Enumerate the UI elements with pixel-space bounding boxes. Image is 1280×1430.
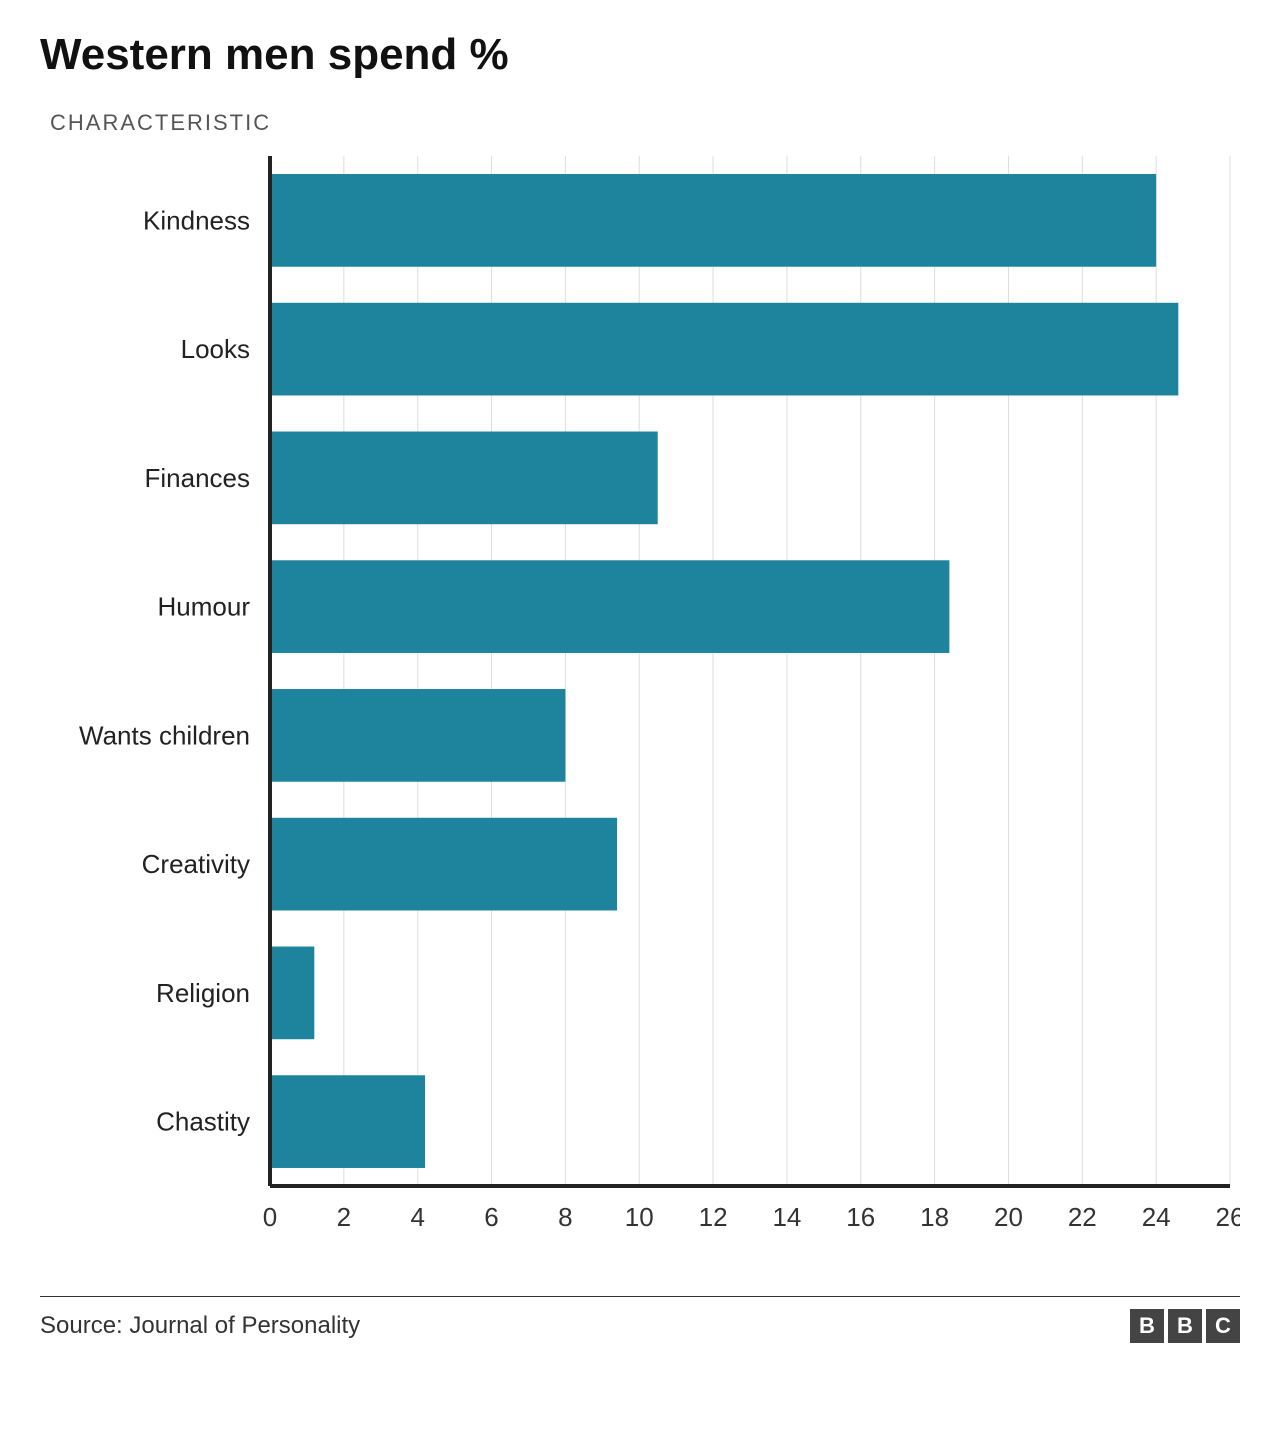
chart-title: Western men spend %	[40, 30, 1240, 80]
category-label: Creativity	[142, 849, 250, 879]
x-tick-label: 18	[920, 1202, 949, 1232]
category-label: Religion	[156, 978, 250, 1008]
bbc-logo-letter: B	[1168, 1309, 1202, 1343]
category-label: Kindness	[143, 205, 250, 235]
bar	[270, 560, 949, 653]
bar	[270, 303, 1178, 396]
bbc-logo-letter: C	[1206, 1309, 1240, 1343]
category-label: Humour	[158, 592, 251, 622]
x-tick-label: 22	[1068, 1202, 1097, 1232]
source-text: Source: Journal of Personality	[40, 1312, 360, 1340]
x-tick-label: 12	[699, 1202, 728, 1232]
bbc-logo-letter: B	[1130, 1309, 1164, 1343]
bbc-logo: B B C	[1130, 1309, 1240, 1343]
bar	[270, 174, 1156, 267]
category-label: Finances	[145, 463, 251, 493]
x-tick-label: 26	[1216, 1202, 1240, 1232]
bar	[270, 818, 617, 911]
x-tick-label: 16	[846, 1202, 875, 1232]
bar	[270, 689, 565, 782]
chart-footer: Source: Journal of Personality B B C	[40, 1296, 1240, 1343]
bar	[270, 432, 658, 525]
x-tick-label: 10	[625, 1202, 654, 1232]
bar-chart-svg: 02468101214161820222426KindnessLooksFina…	[40, 146, 1240, 1276]
category-label: Chastity	[156, 1107, 250, 1137]
x-tick-label: 6	[484, 1202, 498, 1232]
chart-subtitle: CHARACTERISTIC	[50, 110, 1240, 136]
chart-plot-area: 02468101214161820222426KindnessLooksFina…	[40, 146, 1240, 1276]
x-tick-label: 20	[994, 1202, 1023, 1232]
x-tick-label: 2	[337, 1202, 351, 1232]
bar	[270, 1075, 425, 1168]
category-label: Wants children	[79, 720, 250, 750]
chart-container: Western men spend % CHARACTERISTIC 02468…	[0, 0, 1280, 1430]
x-tick-label: 4	[410, 1202, 424, 1232]
x-tick-label: 24	[1142, 1202, 1171, 1232]
x-tick-label: 8	[558, 1202, 572, 1232]
x-tick-label: 0	[263, 1202, 277, 1232]
bar	[270, 947, 314, 1040]
x-tick-label: 14	[772, 1202, 801, 1232]
category-label: Looks	[181, 334, 250, 364]
